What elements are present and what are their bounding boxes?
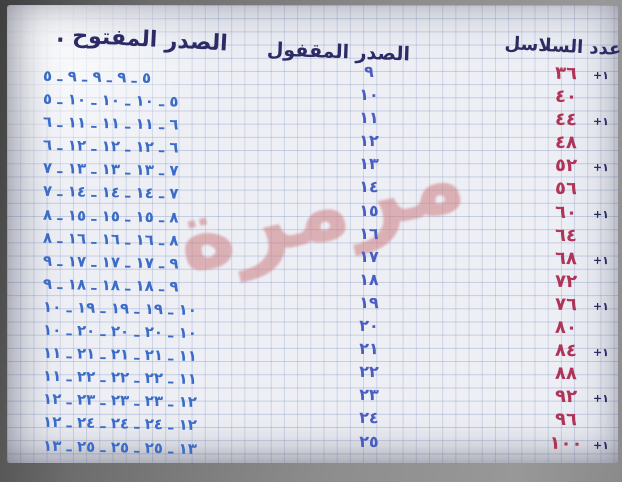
closed-value: ١٧ bbox=[359, 246, 379, 266]
chain-count-value: ٩٢ bbox=[554, 386, 578, 408]
chain-count-row: ٨٠ bbox=[508, 315, 622, 341]
closed-value: ٢٢ bbox=[359, 362, 379, 382]
chain-count-column: ٣٦ +١ ٤٠ ٤٤ +١ ٤٨ ٥٢ +١ ٥٦ ٦٠ +١ ٦٤ ٦٨ +١ ٧٢ ٧٦ +١ ٨٠ ٨٤ +١… bbox=[508, 62, 622, 455]
plus-one-note: +١ bbox=[592, 114, 610, 129]
closed-value: ١٦ bbox=[359, 223, 379, 243]
chain-count-value: ٦٠ bbox=[554, 201, 578, 223]
chain-count-value: ٥٦ bbox=[554, 178, 578, 200]
closed-value: ٢٠ bbox=[359, 315, 379, 336]
chain-count-value: ٦٤ bbox=[554, 224, 578, 246]
closed-value: ٢١ bbox=[359, 338, 379, 359]
closed-value: ١٢ bbox=[359, 131, 379, 151]
chain-count-row: ٨٤ +١ bbox=[508, 338, 622, 364]
closed-value: ١١ bbox=[359, 108, 379, 128]
closed-value: ١٩ bbox=[359, 292, 379, 313]
chain-count-value: ٤٤ bbox=[554, 108, 578, 131]
chain-count-row: ٦٠ +١ bbox=[508, 199, 622, 225]
closed-value: ٢٥ bbox=[359, 431, 379, 451]
plus-one-note: +١ bbox=[592, 438, 610, 452]
chain-count-row: ٨٨ bbox=[508, 361, 622, 387]
plus-one-note: +١ bbox=[592, 392, 610, 406]
chain-count-value: ٤٠ bbox=[554, 85, 578, 108]
chain-count-value: ٨٤ bbox=[554, 339, 578, 362]
chain-count-row: ٩٦ bbox=[508, 407, 622, 433]
chain-count-value: ٤٨ bbox=[554, 131, 578, 154]
closed-value: ٢٤ bbox=[359, 408, 379, 428]
notebook-page: مرمرة الصدر المفتوح . الصدر المقفول عدد … bbox=[7, 5, 622, 463]
closed-chest-column: ٩ ١٠ ١١ ١٢ ١٣ ١٤ ١٥ ١٦ ١٧ ١٨ ١٩ ٢٠ ٢١ ٢٢ ٢٣ ٢٤ ٢٥ bbox=[314, 60, 424, 453]
plus-one-note: +١ bbox=[592, 161, 610, 175]
plus-one-note: +١ bbox=[592, 68, 610, 83]
plus-one-note: +١ bbox=[592, 207, 610, 221]
closed-value: ١٣ bbox=[359, 154, 379, 174]
chain-count-value: ١٠٠ bbox=[549, 432, 583, 454]
chain-count-row: ٦٨ +١ bbox=[508, 245, 622, 271]
plus-one-note: +١ bbox=[592, 345, 610, 360]
chain-count-row: ٥٦ bbox=[508, 176, 622, 202]
closed-value: ١٠ bbox=[359, 84, 379, 105]
closed-value: ١٥ bbox=[359, 200, 379, 220]
chain-count-value: ٩٦ bbox=[554, 409, 578, 431]
chain-count-value: ٧٢ bbox=[554, 270, 578, 293]
chain-count-row: ١٠٠ +١ bbox=[508, 430, 622, 456]
chain-count-value: ٣٦ bbox=[554, 62, 578, 85]
chain-count-row: ٣٦ +١ bbox=[508, 60, 622, 86]
closed-value: ٢٣ bbox=[359, 385, 379, 405]
header-chain-count: عدد السلاسل bbox=[504, 32, 622, 61]
closed-value: ٩ bbox=[363, 61, 375, 82]
chain-count-row: ٧٦ +١ bbox=[508, 291, 622, 317]
plus-one-note: +١ bbox=[592, 253, 610, 267]
header-open-chest: الصدر المفتوح . bbox=[55, 22, 229, 57]
closed-value: ١٤ bbox=[359, 177, 379, 197]
closed-value: ١٨ bbox=[359, 269, 379, 290]
chain-count-value: ٨٨ bbox=[554, 362, 578, 385]
chain-count-row: ٤٤ +١ bbox=[508, 107, 622, 133]
chain-count-value: ٨٠ bbox=[554, 316, 578, 339]
chain-count-value: ٥٢ bbox=[554, 155, 578, 177]
plus-one-note: +١ bbox=[592, 299, 610, 314]
chain-count-row: ٦٤ bbox=[508, 222, 622, 248]
chain-count-value: ٧٦ bbox=[554, 293, 578, 316]
chain-count-row: ٧٢ bbox=[508, 268, 622, 294]
chain-count-value: ٦٨ bbox=[554, 247, 578, 270]
open-sequence: ١٣ ـ ٢٥ ـ ٢٥ ـ ٢٥ ـ ١٣ bbox=[42, 436, 198, 458]
chain-count-row: ٤٠ bbox=[508, 84, 622, 110]
